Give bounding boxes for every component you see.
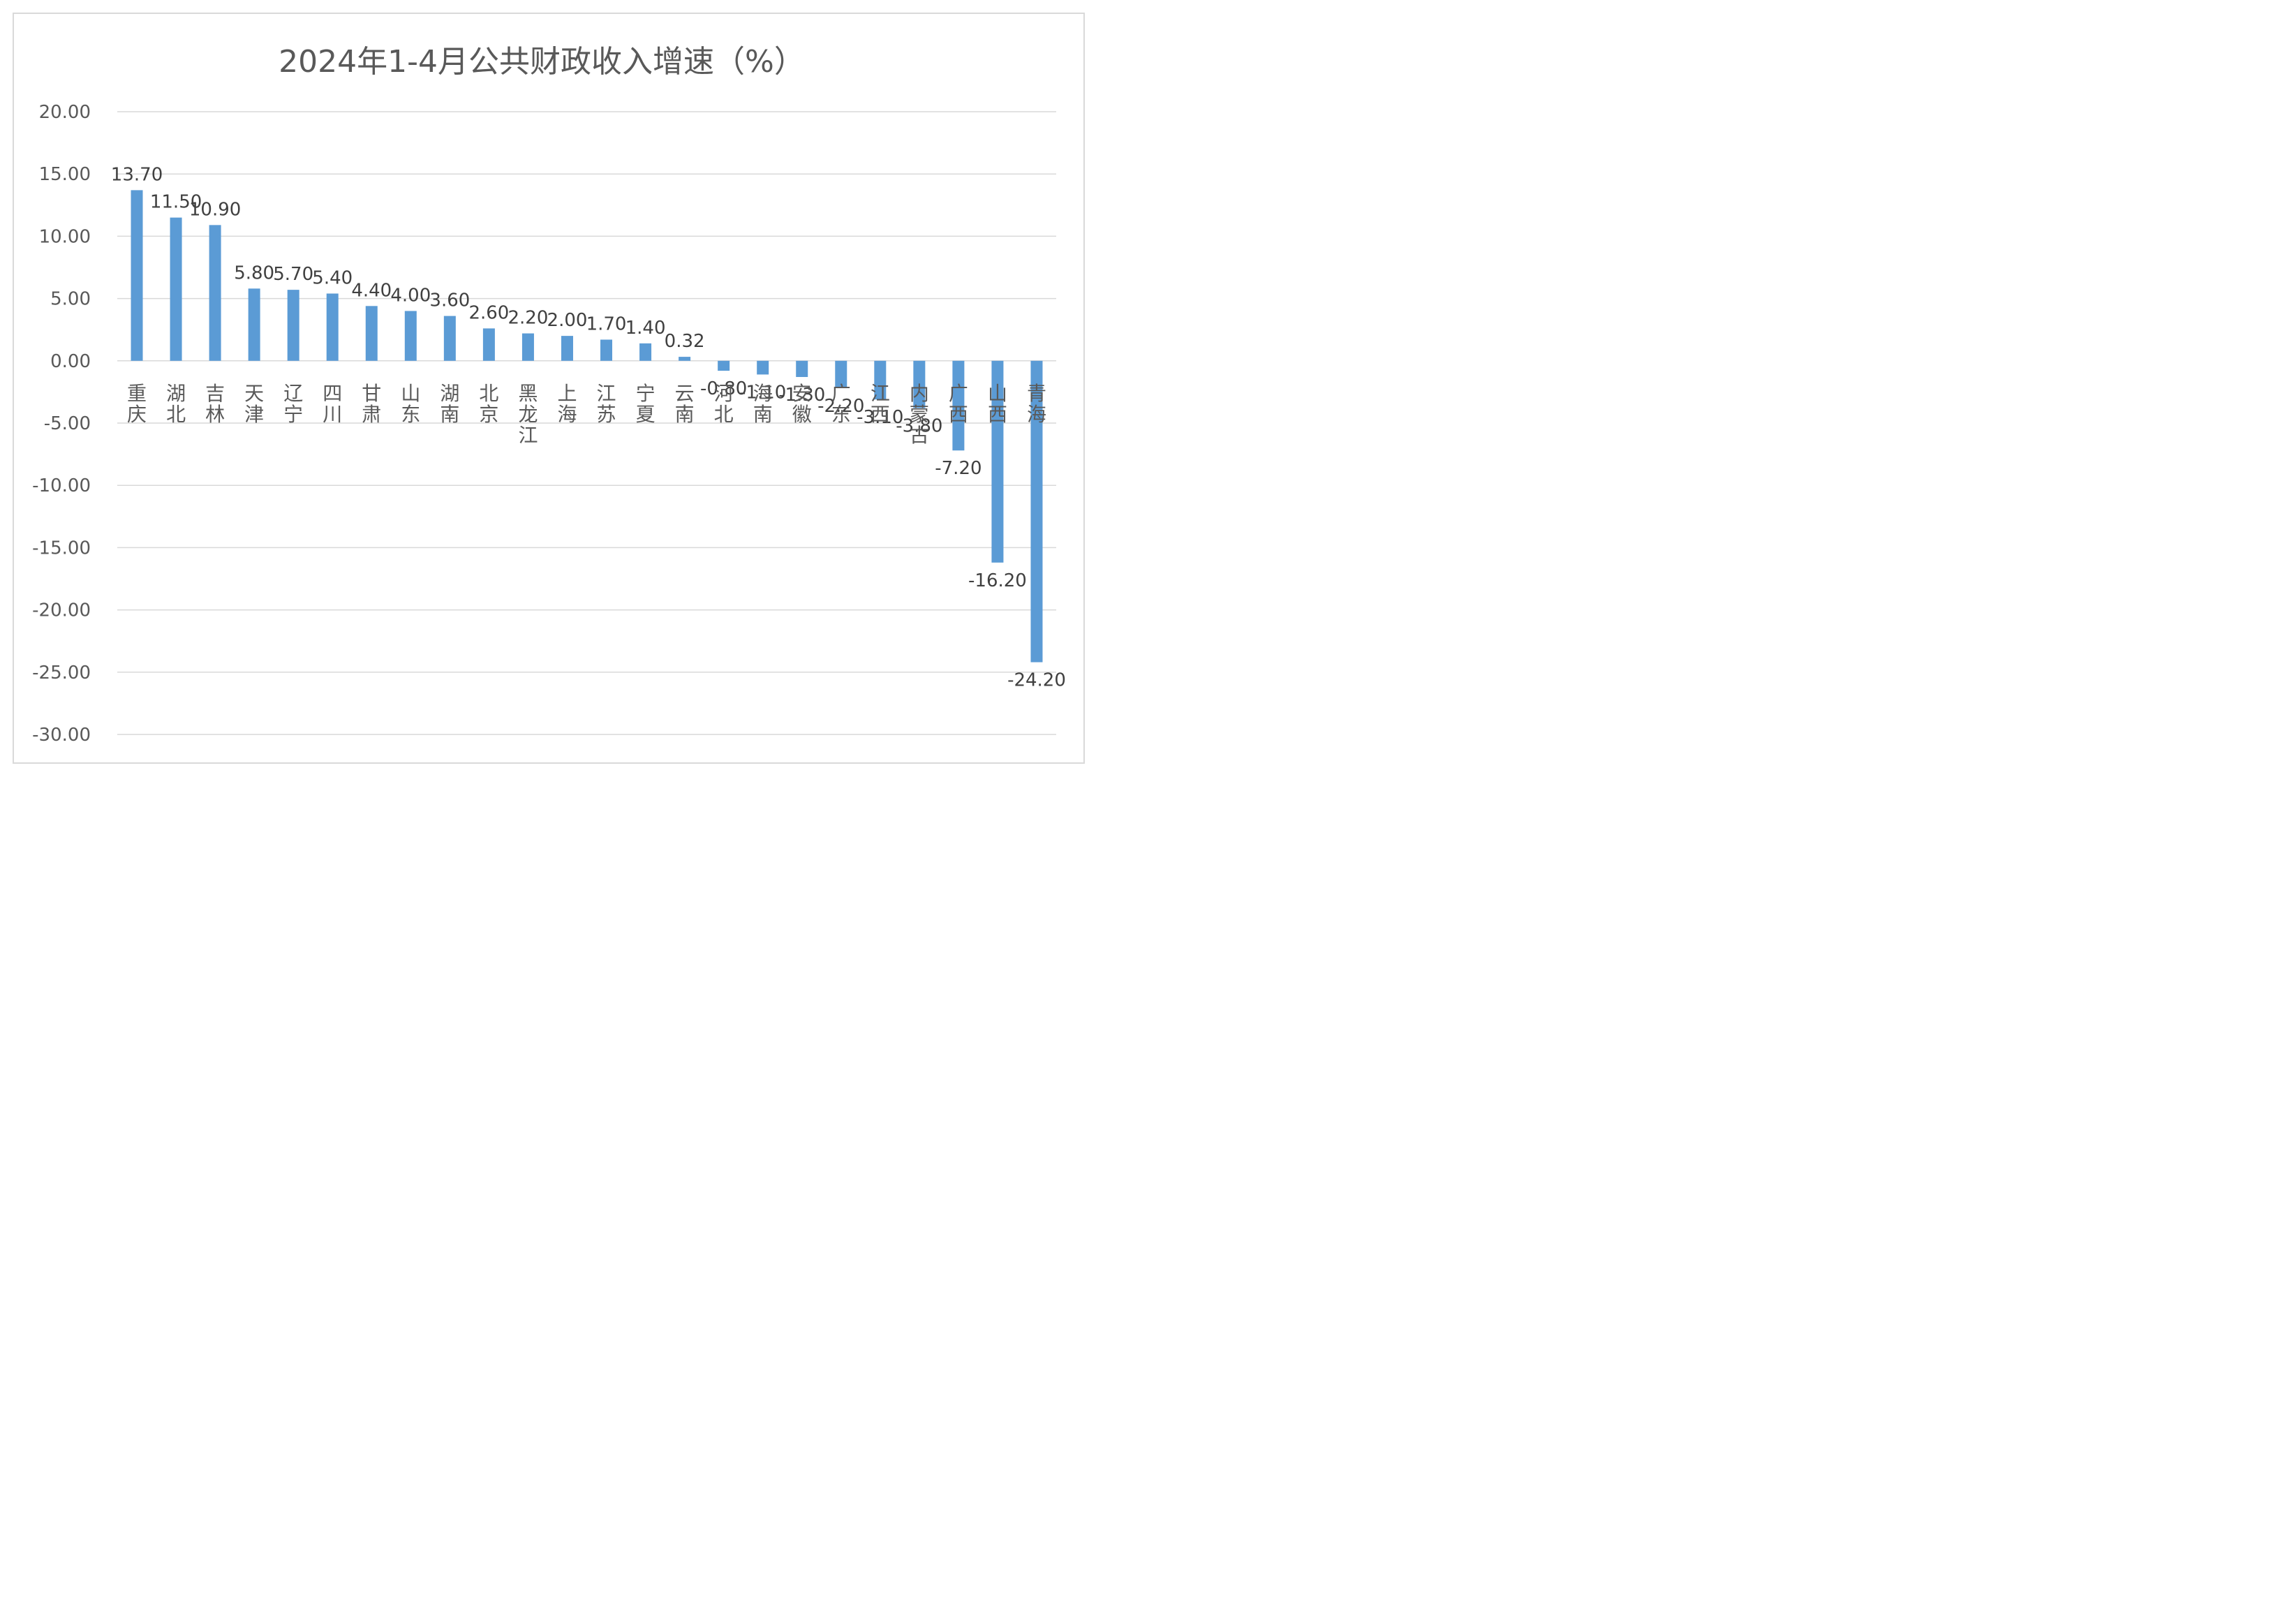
category-label: 上海 <box>557 382 577 426</box>
data-label: -0.80 <box>700 378 747 399</box>
category-label: 广西 <box>949 382 968 426</box>
data-label: -1.10 <box>739 382 786 403</box>
bar <box>1030 360 1043 663</box>
category-label: 北京 <box>479 382 498 426</box>
data-label: 5.70 <box>273 264 313 285</box>
bar <box>443 316 456 361</box>
bar <box>679 357 691 361</box>
category-label: 青海 <box>1027 382 1046 426</box>
data-label: -24.20 <box>1007 670 1066 691</box>
bar <box>757 360 769 375</box>
bar <box>209 225 221 361</box>
category-label: 黑龙江 <box>518 382 538 447</box>
category-label: 云南 <box>675 382 695 426</box>
bar <box>639 343 652 361</box>
category-label: 河北 <box>714 382 734 426</box>
bar <box>952 360 965 451</box>
category-label: 广东 <box>831 382 851 426</box>
data-label: 0.32 <box>665 331 705 352</box>
y-tick-label: -10.00 <box>32 475 91 496</box>
bar-chart: 20.00 15.00 10.00 5.00 0.00 -5.00 -10.00 -15.00… <box>32 102 1066 746</box>
data-label: -3.80 <box>896 416 942 437</box>
category-label: 四川 <box>323 382 342 426</box>
category-label: 吉林 <box>205 382 225 426</box>
y-tick-label: 5.00 <box>50 289 91 310</box>
data-label: 5.40 <box>312 267 353 288</box>
data-label: 2.00 <box>547 310 588 331</box>
data-label: 11.50 <box>150 192 202 213</box>
category-label: 天津 <box>244 382 264 426</box>
category-label: 江苏 <box>597 382 616 426</box>
bar <box>835 360 847 389</box>
gridlines <box>117 111 1056 735</box>
category-label: 辽宁 <box>283 382 303 426</box>
chart-title: 2024年1-4月公共财政收入增速（%） <box>279 44 805 80</box>
bar <box>248 288 260 361</box>
category-label: 宁夏 <box>636 382 656 426</box>
data-label: 2.20 <box>508 308 548 329</box>
data-label: 2.60 <box>468 302 509 323</box>
y-tick-label: 10.00 <box>39 226 91 247</box>
y-tick-label: -20.00 <box>32 600 91 621</box>
data-label: 4.00 <box>390 285 431 306</box>
category-label: 海南 <box>753 382 773 426</box>
category-labels: 重庆湖北吉林天津辽宁四川甘肃山东湖南北京黑龙江上海江苏宁夏云南河北海南安徽广东江… <box>127 382 1046 447</box>
category-label: 山西 <box>988 382 1007 426</box>
data-label: 13.70 <box>111 164 163 185</box>
bar <box>131 190 143 361</box>
data-label: 1.40 <box>625 318 666 339</box>
y-tick-label: 15.00 <box>39 164 91 185</box>
category-label: 湖南 <box>440 382 459 426</box>
category-label: 安徽 <box>792 382 812 426</box>
chart-frame <box>13 13 1085 764</box>
data-label: -2.20 <box>817 396 864 417</box>
bar <box>561 336 573 361</box>
bar <box>287 290 299 361</box>
category-label: 甘肃 <box>362 382 381 426</box>
bar <box>326 293 339 361</box>
y-tick-label: -5.00 <box>44 413 91 434</box>
bar <box>718 360 730 371</box>
data-label: 1.70 <box>586 313 627 334</box>
data-label: 10.90 <box>189 199 241 220</box>
category-label: 江西 <box>871 382 890 426</box>
bar <box>404 311 417 361</box>
y-tick-label: -30.00 <box>32 725 91 746</box>
bar <box>600 339 613 361</box>
y-tick-label: -25.00 <box>32 663 91 683</box>
data-label: 5.80 <box>234 263 274 283</box>
y-tick-label: 0.00 <box>50 351 91 372</box>
bars <box>131 190 1043 663</box>
bar <box>365 306 378 361</box>
bar <box>482 328 495 361</box>
category-label: 湖北 <box>166 382 186 426</box>
data-labels: 13.7011.5010.905.805.705.404.404.003.602… <box>111 164 1066 690</box>
y-tick-label: 20.00 <box>39 102 91 123</box>
bar <box>874 360 887 400</box>
data-label: 4.40 <box>351 280 392 301</box>
bar <box>991 360 1004 563</box>
data-label: -7.20 <box>935 458 982 479</box>
category-label: 内蒙古 <box>910 382 929 447</box>
category-label: 重庆 <box>127 382 147 426</box>
category-label: 山东 <box>401 382 420 426</box>
data-label: -3.10 <box>857 407 903 428</box>
data-label: -1.30 <box>778 385 825 406</box>
y-axis-tick-labels: 20.00 15.00 10.00 5.00 0.00 -5.00 -10.00 -15.00… <box>32 102 91 746</box>
bar <box>796 360 808 377</box>
data-label: 3.60 <box>429 290 470 311</box>
data-label: -16.20 <box>968 570 1027 591</box>
bar <box>170 217 182 361</box>
y-tick-label: -15.00 <box>32 538 91 559</box>
bar <box>913 360 926 408</box>
bar <box>521 333 534 361</box>
